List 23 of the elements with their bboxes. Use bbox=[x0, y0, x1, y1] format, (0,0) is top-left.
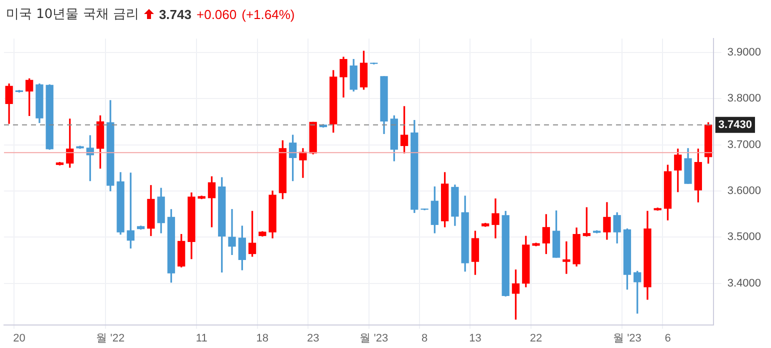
x-tick-label: 6 bbox=[664, 332, 671, 344]
text: 3.743 bbox=[158, 6, 192, 22]
x-tick-label: 8 bbox=[421, 332, 428, 344]
x-tick-label: 18 bbox=[256, 332, 269, 344]
chart-title: 미국 10년물 국채 금리 bbox=[6, 6, 139, 23]
y-tick-label: 3.5000 bbox=[727, 231, 762, 244]
y-tick-label: 3.7000 bbox=[727, 138, 762, 151]
x-tick-label: 13 bbox=[469, 332, 482, 344]
text: (+1.64%) bbox=[242, 6, 295, 22]
x-tick-label: 월 '23 bbox=[613, 332, 642, 344]
y-tick-label: 3.8000 bbox=[727, 92, 762, 105]
text: +0.060 bbox=[196, 6, 237, 22]
x-tick-label: 20 bbox=[13, 332, 26, 344]
y-tick-label: 3.4000 bbox=[727, 277, 762, 290]
x-tick-label: 11 bbox=[196, 332, 208, 344]
x-tick-label: 23 bbox=[306, 332, 320, 344]
y-tick-label: 3.6000 bbox=[727, 184, 762, 197]
x-tick-label: 22 bbox=[530, 332, 542, 344]
x-tick-label: 월 '23 bbox=[360, 332, 388, 344]
ref-line-label: 3.7430 bbox=[718, 118, 752, 131]
candlestick bbox=[228, 209, 236, 255]
x-tick-label: 월 '22 bbox=[96, 332, 125, 344]
y-tick-label: 3.9000 bbox=[727, 46, 762, 58]
